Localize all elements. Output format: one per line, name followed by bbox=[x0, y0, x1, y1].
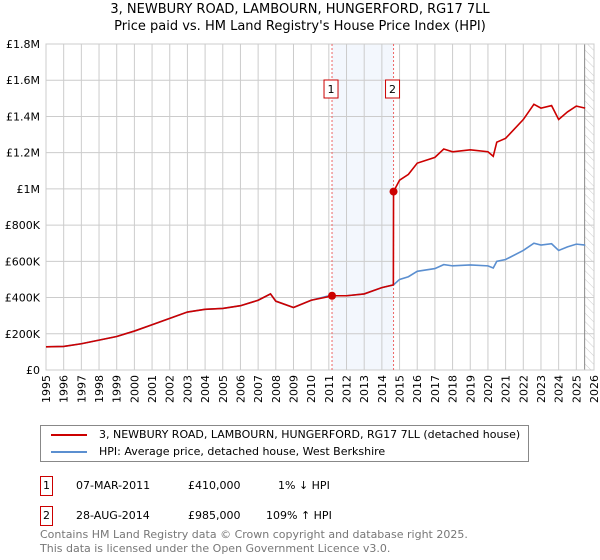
x-tick-label: 2007 bbox=[252, 375, 265, 403]
x-tick-label: 1995 bbox=[40, 375, 53, 403]
x-tick-label: 2018 bbox=[447, 375, 460, 403]
x-tick-label: 2016 bbox=[411, 375, 424, 403]
x-tick-label: 2020 bbox=[482, 375, 495, 403]
property-price-line bbox=[45, 103, 586, 348]
x-tick-label: 2003 bbox=[181, 375, 194, 403]
transaction-price: £410,000 bbox=[188, 479, 241, 492]
y-tick-label: £1.4M bbox=[6, 110, 40, 123]
y-tick-label: £600K bbox=[5, 255, 41, 268]
sale-label: 1 bbox=[328, 83, 335, 96]
transaction-date: 07-MAR-2011 bbox=[76, 479, 151, 492]
y-tick-label: £1.8M bbox=[6, 38, 40, 51]
x-tick-label: 2013 bbox=[358, 375, 371, 403]
legend-swatch-property bbox=[51, 433, 87, 436]
x-tick-label: 2006 bbox=[234, 375, 247, 403]
x-tick-label: 1997 bbox=[75, 375, 88, 403]
transaction-marker: 2 bbox=[40, 506, 53, 526]
sale-point bbox=[389, 187, 398, 196]
x-tick-label: 2017 bbox=[429, 375, 442, 403]
x-tick-label: 2025 bbox=[570, 375, 583, 403]
transaction-hpi-diff: 109% ↑ HPI bbox=[266, 509, 332, 522]
sale-label-box bbox=[323, 79, 339, 99]
x-tick-label: 2012 bbox=[341, 375, 354, 403]
footer-copyright: Contains HM Land Registry data © Crown c… bbox=[40, 528, 468, 541]
y-tick-label: £1M bbox=[17, 183, 41, 196]
x-tick-label: 2009 bbox=[287, 375, 300, 403]
x-tick-label: 2011 bbox=[323, 375, 336, 403]
y-tick-label: £1.2M bbox=[6, 147, 40, 160]
y-tick-label: £200K bbox=[5, 328, 41, 341]
transaction-hpi-diff: 1% ↓ HPI bbox=[278, 479, 330, 492]
x-tick-label: 2004 bbox=[199, 375, 212, 403]
x-tick-label: 2024 bbox=[553, 375, 566, 403]
x-tick-label: 2010 bbox=[305, 375, 318, 403]
x-tick-label: 1999 bbox=[111, 375, 124, 403]
hpi-line bbox=[45, 242, 586, 348]
x-tick-label: 2015 bbox=[394, 375, 407, 403]
plot-area: 1995 1996 1997 1998 1999 2000 2001 2002 2003 2004… bbox=[5, 38, 600, 403]
legend-label-property: 3, NEWBURY ROAD, LAMBOURN, HUNGERFORD, R… bbox=[99, 428, 521, 441]
sale-label: 2 bbox=[389, 83, 396, 96]
y-tick-label: £1.6M bbox=[6, 74, 40, 87]
x-tick-label: 2026 bbox=[588, 375, 600, 403]
sale-point bbox=[328, 291, 337, 300]
x-tick-label: 2002 bbox=[164, 375, 177, 403]
footer-licence: This data is licensed under the Open Gov… bbox=[40, 542, 391, 555]
x-tick-label: 2022 bbox=[517, 375, 530, 403]
shaded-span bbox=[332, 44, 394, 370]
plot-border bbox=[45, 43, 595, 371]
x-tick-label: 2021 bbox=[500, 375, 513, 403]
x-tick-label: 1998 bbox=[93, 375, 106, 403]
y-tick-label: £400K bbox=[5, 292, 41, 305]
legend-swatch-hpi bbox=[51, 450, 87, 453]
forecast-hatch bbox=[584, 44, 594, 370]
x-tick-label: 2023 bbox=[535, 375, 548, 403]
x-tick-label: 2008 bbox=[270, 375, 283, 403]
chart-title: 3, NEWBURY ROAD, LAMBOURN, HUNGERFORD, R… bbox=[110, 2, 490, 17]
x-tick-label: 2001 bbox=[146, 375, 159, 403]
x-tick-label: 2000 bbox=[128, 375, 141, 403]
footer: Contains HM Land Registry data © Crown c… bbox=[40, 528, 468, 556]
y-tick-label: £0 bbox=[26, 364, 40, 377]
chart-subtitle: Price paid vs. HM Land Registry's House … bbox=[114, 19, 486, 34]
transaction-price: £985,000 bbox=[188, 509, 241, 522]
x-tick-label: 2005 bbox=[217, 375, 230, 403]
y-tick-label: £800K bbox=[5, 219, 41, 232]
transaction-date: 28-AUG-2014 bbox=[76, 509, 150, 522]
x-tick-label: 1996 bbox=[58, 375, 71, 403]
transaction-marker: 1 bbox=[40, 476, 53, 496]
sale-label-box bbox=[385, 79, 401, 99]
x-tick-label: 2019 bbox=[464, 375, 477, 403]
legend: 3, NEWBURY ROAD, LAMBOURN, HUNGERFORD, R… bbox=[40, 425, 530, 462]
x-tick-label: 2014 bbox=[376, 375, 389, 403]
legend-label-hpi: HPI: Average price, detached house, West… bbox=[99, 445, 386, 458]
